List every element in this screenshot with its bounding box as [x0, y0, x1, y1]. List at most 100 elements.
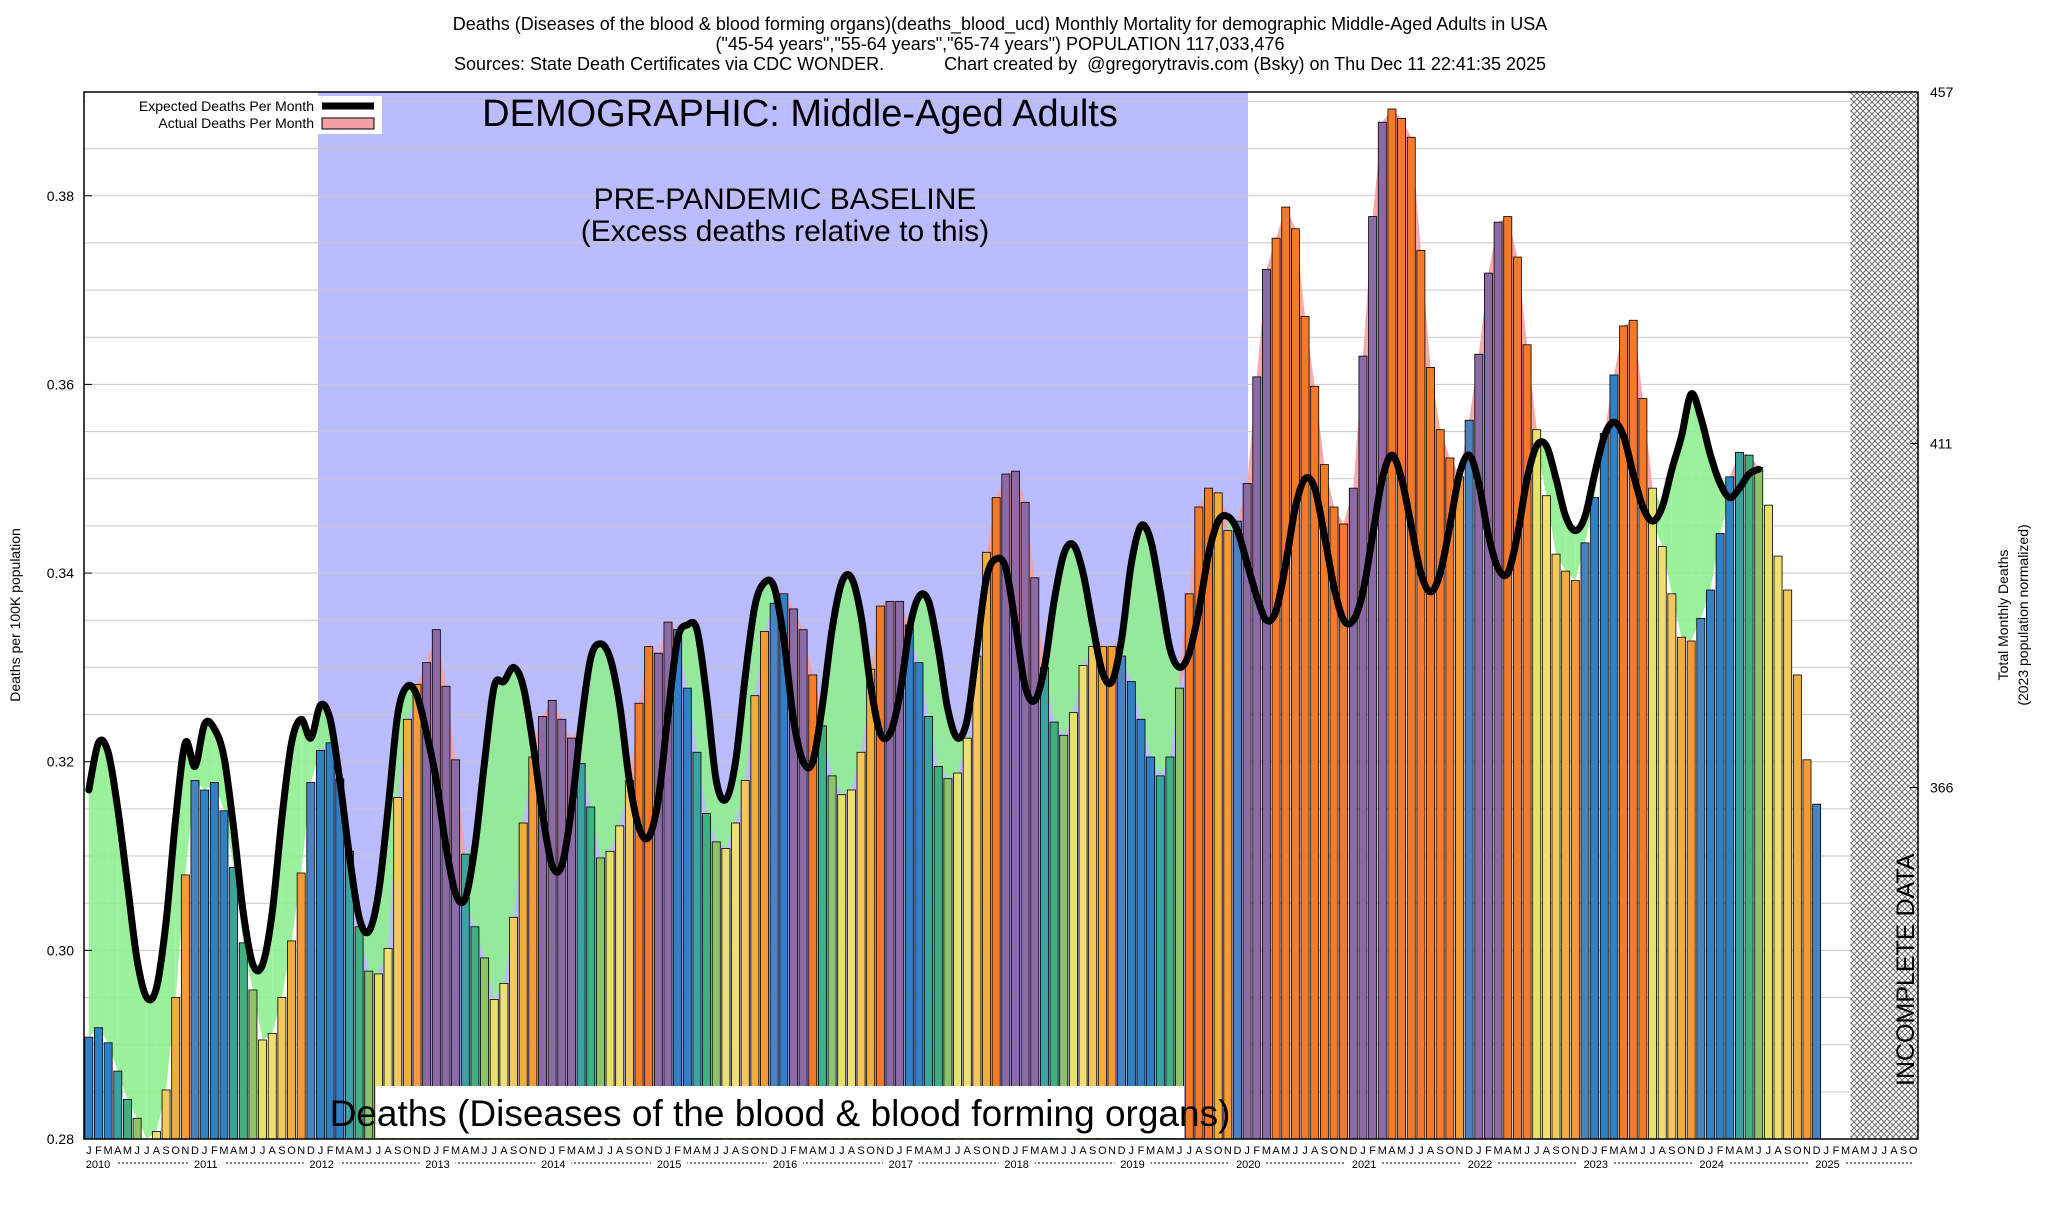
bar	[547, 699, 557, 1140]
x-tick-label: S	[1552, 1145, 1559, 1157]
x-tick-label: F	[1485, 1145, 1492, 1157]
bar	[123, 1098, 132, 1140]
y-tick-label: 0.30	[47, 942, 74, 958]
x-tick-label: N	[181, 1145, 189, 1157]
bar	[673, 629, 683, 1140]
x-tick-label: J	[607, 1145, 613, 1157]
x-tick-label: J	[376, 1145, 382, 1157]
x-tick-label: O	[287, 1145, 296, 1157]
year-label: 2014	[541, 1159, 565, 1171]
bar	[1570, 580, 1580, 1140]
x-tick-label: N	[1340, 1145, 1348, 1157]
bar	[953, 772, 962, 1140]
x-tick-label: A	[1890, 1145, 1898, 1157]
bar	[1426, 367, 1435, 1140]
x-tick-label: A	[732, 1145, 740, 1157]
y2-tick-label: 366	[1930, 779, 1954, 795]
bar	[972, 655, 982, 1140]
x-tick-label: N	[761, 1145, 769, 1157]
deficit-band	[1150, 540, 1161, 776]
x-tick-label: S	[626, 1145, 633, 1157]
x-tick-label: A	[616, 1145, 624, 1157]
x-tick-label: A	[848, 1145, 856, 1157]
x-tick-label: J	[434, 1145, 440, 1157]
bar	[1358, 355, 1368, 1140]
x-tick-label: M	[586, 1145, 595, 1157]
x-tick-label: F	[1253, 1145, 1260, 1157]
x-tick-label: J	[1756, 1145, 1762, 1157]
baseline-annotation-line1: PRE-PANDEMIC BASELINE	[594, 183, 977, 216]
x-tick-label: N	[413, 1145, 421, 1157]
bar	[277, 997, 287, 1140]
bar	[316, 749, 325, 1140]
x-tick-label: J	[1766, 1145, 1772, 1157]
x-tick-label: A	[1311, 1145, 1319, 1157]
bar	[1763, 504, 1773, 1140]
deficit-band	[388, 714, 398, 949]
x-tick-label: D	[654, 1145, 662, 1157]
bar	[769, 602, 779, 1140]
x-tick-label: N	[876, 1145, 884, 1157]
x-tick-label: D	[1118, 1145, 1126, 1157]
x-tick-label: S	[1437, 1145, 1444, 1157]
bar	[1078, 665, 1088, 1140]
x-tick-label: N	[297, 1145, 305, 1157]
bar	[991, 497, 1001, 1140]
x-tick-label: F	[443, 1145, 450, 1157]
deficit-band	[1710, 455, 1721, 591]
bar	[1213, 492, 1223, 1140]
year-label: 2020	[1236, 1159, 1260, 1171]
bar	[1097, 646, 1107, 1140]
bar	[1136, 718, 1146, 1140]
bar	[94, 1027, 103, 1140]
x-tick-label: O	[1793, 1145, 1802, 1157]
deficit-band	[513, 667, 524, 918]
bar	[1262, 268, 1271, 1140]
deficit-band	[214, 728, 224, 811]
bar	[431, 629, 441, 1140]
bar	[1011, 470, 1020, 1140]
bar	[624, 780, 634, 1140]
deficit-band	[1140, 525, 1151, 757]
bar	[827, 775, 837, 1140]
bar	[750, 695, 760, 1140]
x-tick-label: D	[191, 1145, 199, 1157]
x-tick-label: J	[144, 1145, 150, 1157]
deficit-band	[745, 606, 755, 781]
y-tick-label: 0.36	[47, 376, 74, 392]
x-tick-label: A	[1427, 1145, 1435, 1157]
x-tick-label: J	[482, 1145, 488, 1157]
year-label-bg	[1114, 1157, 1151, 1170]
x-tick-label: A	[346, 1145, 354, 1157]
x-tick-label: A	[1388, 1145, 1396, 1157]
x-tick-label: F	[1022, 1145, 1029, 1157]
bar	[1368, 216, 1378, 1140]
bar	[180, 874, 190, 1140]
bar	[258, 1039, 267, 1140]
x-tick-label: J	[598, 1145, 604, 1157]
bar	[692, 751, 702, 1140]
bar	[1233, 520, 1242, 1140]
bar	[84, 1036, 94, 1140]
bar	[1445, 457, 1455, 1140]
x-tick-label: M	[1262, 1145, 1271, 1157]
year-label-bg	[1461, 1157, 1498, 1170]
x-tick-label: O	[751, 1145, 760, 1157]
year-label: 2012	[309, 1159, 333, 1171]
x-tick-label: J	[1592, 1145, 1598, 1157]
x-tick-label: A	[153, 1145, 161, 1157]
x-tick-label: N	[645, 1145, 653, 1157]
bar	[1088, 646, 1098, 1140]
year-label-bg	[187, 1157, 224, 1170]
year-label-bg	[1230, 1157, 1267, 1170]
x-tick-label: F	[1369, 1145, 1376, 1157]
x-tick-label: J	[945, 1145, 951, 1157]
x-tick-label: J	[1708, 1145, 1714, 1157]
chart-title-line1: Deaths (Diseases of the blood & blood fo…	[453, 14, 1548, 35]
x-tick-label: J	[1302, 1145, 1308, 1157]
year-label-bg	[998, 1157, 1035, 1170]
bar	[1503, 216, 1513, 1140]
x-tick-label: F	[1717, 1145, 1724, 1157]
x-tick-label: J	[1177, 1145, 1183, 1157]
